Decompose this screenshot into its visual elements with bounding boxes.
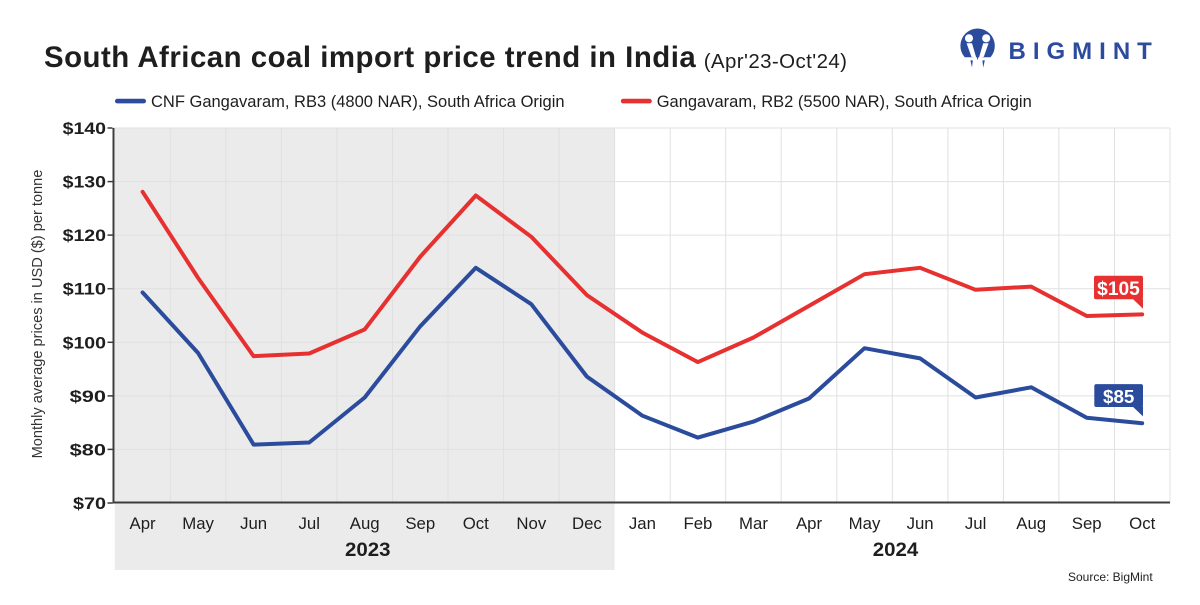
svg-text:$70: $70 [73,494,106,513]
svg-text:Oct: Oct [1129,514,1155,533]
svg-text:$120: $120 [63,226,106,245]
svg-text:Sep: Sep [1072,514,1102,533]
svg-text:Monthly average prices in USD: Monthly average prices in USD ($) per to… [30,170,46,459]
svg-text:May: May [182,514,214,533]
svg-text:Apr: Apr [130,514,157,533]
svg-text:(Apr'23-Oct'24): (Apr'23-Oct'24) [704,50,848,73]
svg-text:2023: 2023 [345,540,391,561]
svg-text:$110: $110 [63,280,106,299]
svg-text:Feb: Feb [683,514,712,533]
svg-text:$105: $105 [1097,279,1140,300]
svg-text:Aug: Aug [350,514,380,533]
svg-text:$100: $100 [63,333,106,352]
svg-text:Aug: Aug [1016,514,1046,533]
svg-text:CNF Gangavaram, RB3 (4800 NAR): CNF Gangavaram, RB3 (4800 NAR), South Af… [151,93,565,111]
svg-text:Source: BigMint: Source: BigMint [1068,570,1153,584]
svg-text:2024: 2024 [873,540,919,561]
svg-text:Jun: Jun [907,514,934,533]
svg-text:$130: $130 [63,173,106,192]
svg-text:Gangavaram, RB2 (5500 NAR), So: Gangavaram, RB2 (5500 NAR), South Africa… [657,93,1032,111]
svg-text:$85: $85 [1103,386,1134,407]
svg-text:Mar: Mar [739,514,768,533]
svg-text:Dec: Dec [572,514,602,533]
svg-text:Jul: Jul [298,514,319,533]
svg-text:May: May [849,514,881,533]
svg-text:Jun: Jun [240,514,267,533]
svg-text:South African coal import pric: South African coal import price trend in… [44,41,696,74]
svg-text:Jul: Jul [965,514,986,533]
svg-text:Jan: Jan [629,514,656,533]
svg-text:Sep: Sep [405,514,435,533]
svg-text:BIGMINT: BIGMINT [1009,38,1159,65]
svg-text:Nov: Nov [516,514,546,533]
svg-text:$140: $140 [63,119,106,138]
svg-text:Oct: Oct [463,514,489,533]
svg-text:$90: $90 [70,387,106,406]
svg-text:$80: $80 [70,440,106,459]
svg-text:Apr: Apr [796,514,823,533]
